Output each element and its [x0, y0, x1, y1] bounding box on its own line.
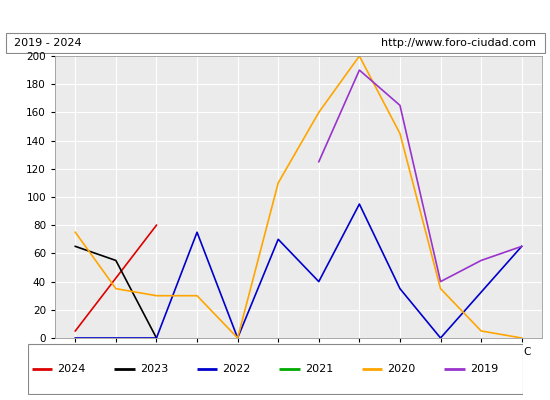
2020 — [437, 286, 444, 291]
2023 — [72, 244, 79, 249]
2020 — [478, 328, 485, 333]
2022 — [275, 237, 282, 242]
Line: 2023: 2023 — [75, 246, 156, 338]
Line: 2019: 2019 — [319, 70, 522, 282]
Text: 2019: 2019 — [470, 364, 498, 374]
2020 — [113, 286, 119, 291]
Line: 2024: 2024 — [75, 225, 156, 331]
2020 — [234, 336, 241, 340]
2019 — [437, 279, 444, 284]
2020 — [275, 180, 282, 185]
2020 — [316, 110, 322, 115]
Text: http://www.foro-ciudad.com: http://www.foro-ciudad.com — [381, 38, 536, 48]
2020 — [397, 131, 403, 136]
FancyBboxPatch shape — [28, 344, 522, 394]
2019 — [397, 103, 403, 108]
2020 — [356, 54, 362, 58]
FancyBboxPatch shape — [6, 33, 544, 53]
2024 — [153, 223, 159, 228]
2020 — [72, 230, 79, 235]
2019 — [316, 159, 322, 164]
Text: 2024: 2024 — [57, 364, 86, 374]
2022 — [356, 202, 362, 206]
2019 — [356, 68, 362, 72]
2022 — [397, 286, 403, 291]
2024 — [72, 328, 79, 333]
2023 — [153, 336, 159, 340]
2020 — [153, 293, 159, 298]
2022 — [316, 279, 322, 284]
2022 — [519, 244, 525, 249]
2023 — [113, 258, 119, 263]
2020 — [194, 293, 200, 298]
Text: 2023: 2023 — [140, 364, 168, 374]
Text: 2020: 2020 — [387, 364, 415, 374]
2019 — [519, 244, 525, 249]
Text: 2019 - 2024: 2019 - 2024 — [14, 38, 81, 48]
Text: 2022: 2022 — [222, 364, 251, 374]
2022 — [234, 336, 241, 340]
Text: Evolucion Nº Turistas Nacionales en el municipio de Bogajo: Evolucion Nº Turistas Nacionales en el m… — [58, 10, 492, 24]
Text: 2021: 2021 — [305, 364, 333, 374]
2020 — [519, 336, 525, 340]
2019 — [478, 258, 485, 263]
Line: 2022: 2022 — [75, 204, 522, 338]
2022 — [194, 230, 200, 235]
Line: 2020: 2020 — [75, 56, 522, 338]
2022 — [72, 336, 79, 340]
2022 — [153, 336, 159, 340]
2022 — [437, 336, 444, 340]
